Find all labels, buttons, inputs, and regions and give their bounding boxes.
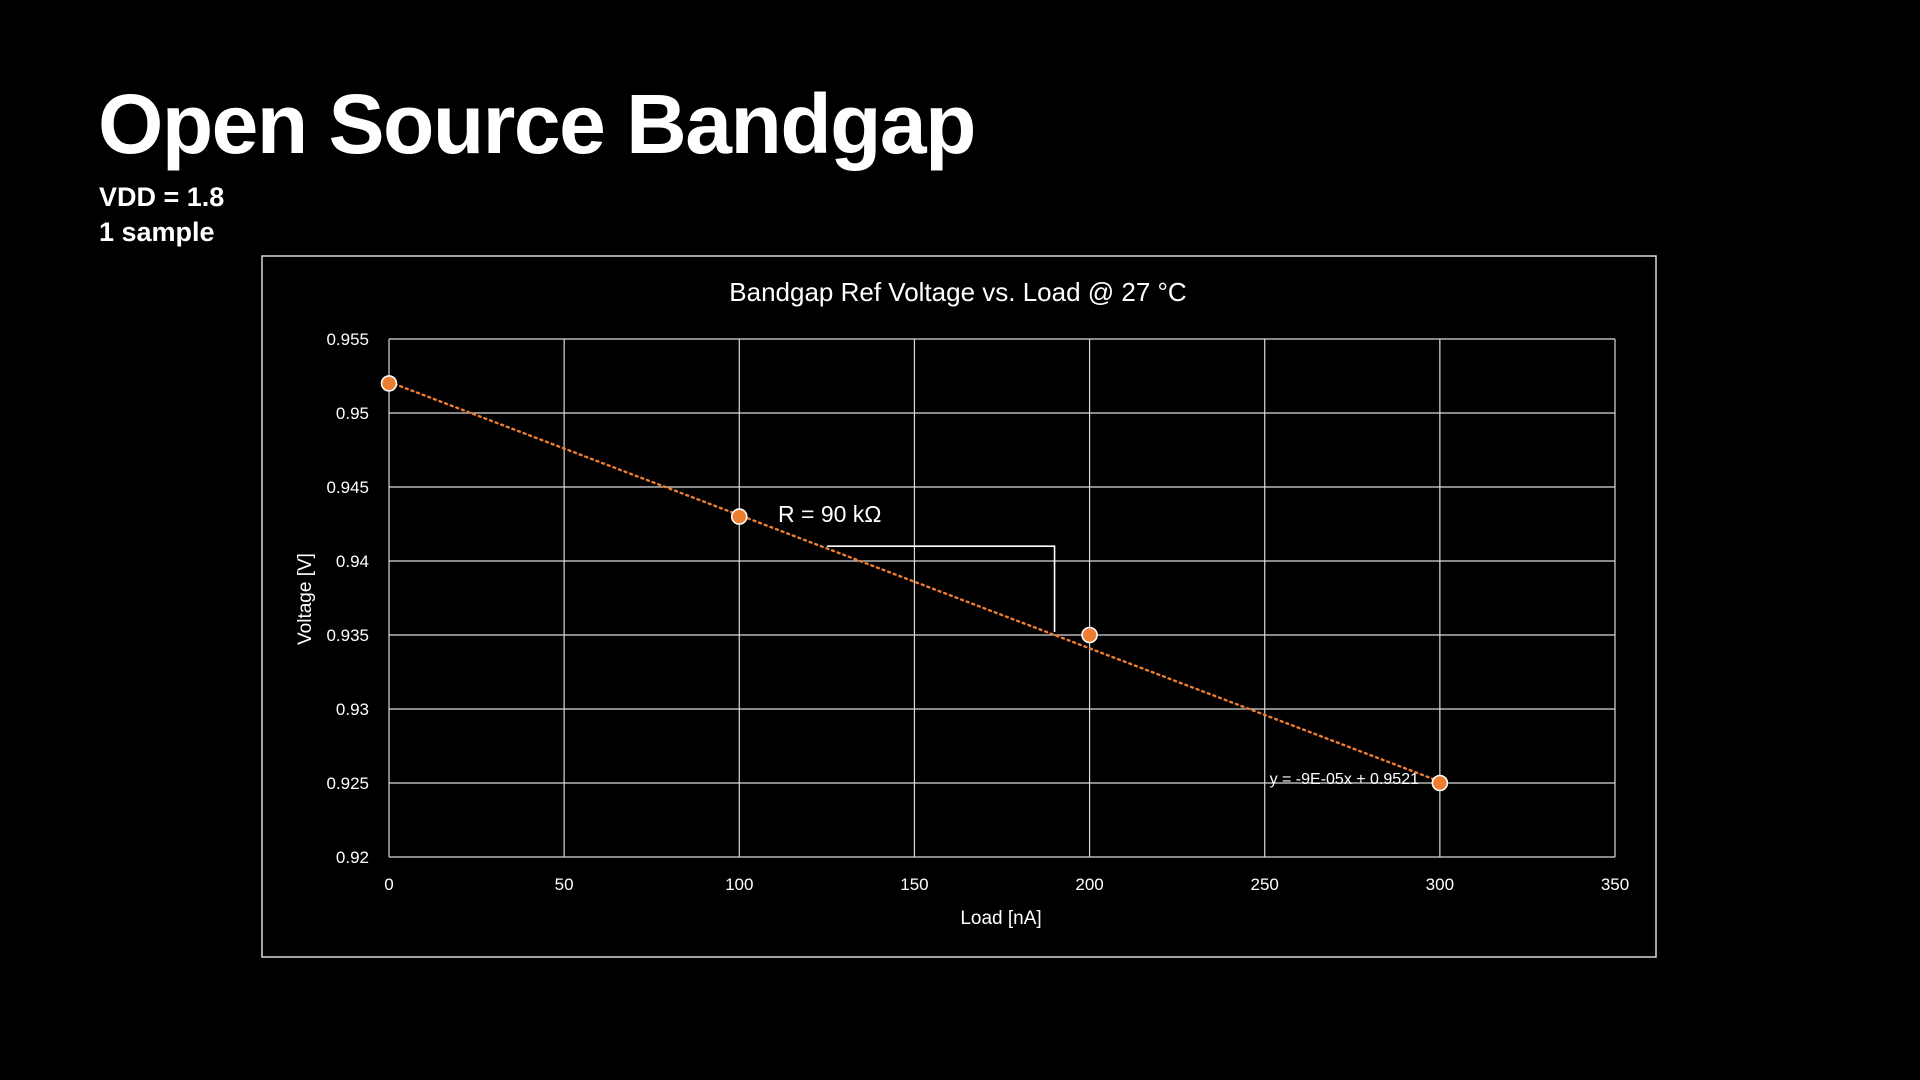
slide-title: Open Source Bandgap	[98, 77, 976, 171]
y-tick-label: 0.92	[336, 848, 369, 867]
x-tick-label: 100	[725, 875, 753, 894]
chart-border	[261, 255, 1657, 958]
subtitle-samples: 1 sample	[99, 217, 215, 247]
x-tick-label: 150	[900, 875, 928, 894]
trendline	[387, 380, 1442, 783]
x-axis-label: Load [nA]	[960, 908, 1041, 929]
y-tick-label: 0.93	[336, 700, 369, 719]
y-axis-ticks: 0.92 0.925 0.93 0.935 0.94 0.945 0.95 0.955	[326, 330, 369, 867]
x-tick-label: 200	[1075, 875, 1103, 894]
y-tick-label: 0.945	[326, 478, 369, 497]
gridlines	[388, 338, 1616, 858]
chart-title: Bandgap Ref Voltage vs. Load @ 27 °C	[729, 277, 1186, 307]
y-tick-label: 0.95	[336, 404, 369, 423]
x-tick-label: 350	[1601, 875, 1629, 894]
y-tick-label: 0.935	[326, 626, 369, 645]
slope-triangle	[826, 545, 1056, 632]
x-tick-label: 250	[1251, 875, 1279, 894]
resistance-label: R = 90 kΩ	[778, 501, 882, 527]
y-tick-label: 0.925	[326, 774, 369, 793]
data-point	[1081, 626, 1098, 644]
data-point	[730, 508, 748, 525]
y-axis-label: Voltage [V]	[295, 553, 316, 645]
data-points	[380, 375, 1449, 792]
y-tick-label: 0.94	[336, 552, 369, 571]
data-point	[1431, 774, 1449, 792]
data-point	[380, 375, 398, 392]
x-tick-label: 50	[555, 875, 574, 894]
x-axis-ticks: 0 50 100 150 200 250 300 350	[384, 875, 1629, 894]
subtitle-vdd: VDD = 1.8	[99, 182, 225, 212]
trendline-line	[387, 380, 1442, 783]
trendline-equation: y = -9E-05x + 0.9521	[1270, 771, 1420, 788]
slope-annotation	[826, 545, 1056, 632]
y-tick-label: 0.955	[326, 330, 369, 349]
x-tick-label: 300	[1426, 875, 1454, 894]
x-tick-label: 0	[384, 875, 393, 894]
